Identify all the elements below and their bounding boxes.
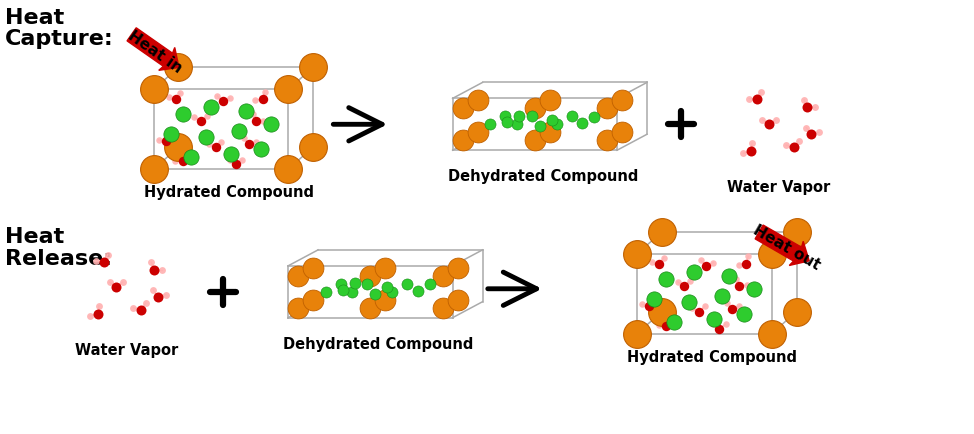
Text: Heat in: Heat in [126,28,185,76]
Text: Hydrated Compound: Hydrated Compound [627,349,798,364]
Text: Dehydrated Compound: Dehydrated Compound [283,336,473,351]
Text: Heat out: Heat out [750,222,822,272]
Text: Heat
Release:: Heat Release: [5,227,112,268]
FancyArrow shape [755,226,809,266]
Text: Water Vapor: Water Vapor [728,180,831,195]
FancyArrow shape [127,29,179,71]
Text: Hydrated Compound: Hydrated Compound [144,185,314,200]
Text: Dehydrated Compound: Dehydrated Compound [448,169,638,184]
Text: Water Vapor: Water Vapor [75,342,178,357]
Text: Heat
Capture:: Heat Capture: [5,8,113,49]
